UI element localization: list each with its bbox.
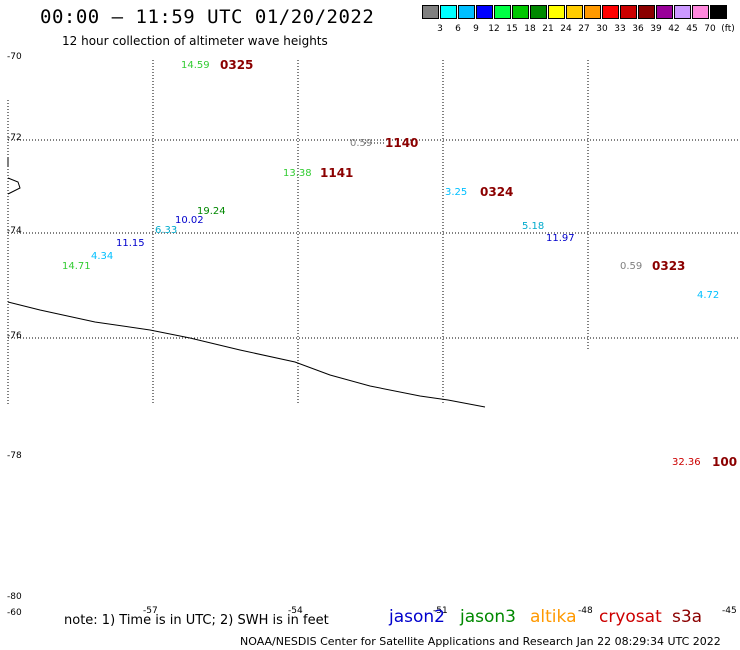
legend-label: 27 xyxy=(578,24,590,34)
legend-label: 15 xyxy=(506,24,518,34)
lon-label: -48 xyxy=(578,606,593,616)
satellite-jason2: jason2 xyxy=(389,607,445,627)
page-subtitle: 12 hour collection of altimeter wave hei… xyxy=(62,34,328,48)
pass-time-label: 1140 xyxy=(385,136,419,150)
legend-label: 21 xyxy=(542,24,554,34)
legend-swatch xyxy=(638,5,655,19)
legend-unit: (ft) xyxy=(721,24,735,34)
wave-height-label: 3.25 xyxy=(445,187,468,198)
lat-label: -78 xyxy=(7,451,22,461)
satellite-altika: altika xyxy=(530,607,577,627)
pass-time-label: 0323 xyxy=(652,259,686,273)
lon-label: -57 xyxy=(143,606,158,616)
legend-swatch xyxy=(710,5,727,19)
wave-height-label: 0.59 xyxy=(350,138,373,149)
pass-time-label: 0324 xyxy=(480,185,514,199)
wave-height-label: 5.18 xyxy=(522,221,545,232)
wave-height-label: 10.02 xyxy=(175,215,204,226)
island-outline xyxy=(7,177,21,195)
legend-label: 70 xyxy=(704,24,716,34)
lat-label: -80 xyxy=(7,592,22,602)
legend-swatch xyxy=(530,5,547,19)
footer-credit: NOAA/NESDIS Center for Satellite Applica… xyxy=(240,635,721,648)
satellite-cryosat: cryosat xyxy=(599,607,662,627)
wave-height-label: 11.15 xyxy=(116,238,145,249)
graticule xyxy=(7,60,740,405)
wave-height-label: 14.71 xyxy=(62,261,91,272)
legend-swatch xyxy=(494,5,511,19)
legend-label: 12 xyxy=(488,24,500,34)
legend-label: 18 xyxy=(524,24,536,34)
lat-label: -60 xyxy=(7,608,22,618)
legend-label: 42 xyxy=(668,24,680,34)
wave-height-label: 4.34 xyxy=(91,251,114,262)
legend-swatch xyxy=(620,5,637,19)
legend-label: 33 xyxy=(614,24,626,34)
satellite-jason3: jason3 xyxy=(460,607,516,627)
legend-swatch xyxy=(584,5,601,19)
legend-label: 45 xyxy=(686,24,698,34)
legend-swatch xyxy=(440,5,457,19)
legend-label: 9 xyxy=(473,24,479,34)
legend-swatch xyxy=(566,5,583,19)
legend-swatch xyxy=(512,5,529,19)
satellite-s3a: s3a xyxy=(672,607,703,627)
legend-label: 30 xyxy=(596,24,608,34)
lat-label: -70 xyxy=(7,52,22,62)
wave-height-label: 6.33 xyxy=(155,225,178,236)
legend-label: 36 xyxy=(632,24,644,34)
pass-time-label: 1141 xyxy=(320,166,354,180)
pass-time-label: 0325 xyxy=(220,58,254,72)
wave-height-label: 14.59 xyxy=(181,60,210,71)
note-text: note: 1) Time is in UTC; 2) SWH is in fe… xyxy=(64,613,329,628)
lon-label: -51 xyxy=(433,606,448,616)
wave-height-label: 4.72 xyxy=(697,290,720,301)
wave-height-label: 0.59 xyxy=(620,261,643,272)
wave-height-label: 13.38 xyxy=(283,168,312,179)
legend-label: 6 xyxy=(455,24,461,34)
legend-swatch xyxy=(422,5,439,19)
legend-label: 39 xyxy=(650,24,662,34)
legend-swatch xyxy=(674,5,691,19)
legend-label: 3 xyxy=(437,24,443,34)
lat-label: -72 xyxy=(7,133,22,143)
legend-swatch xyxy=(602,5,619,19)
lat-label: -76 xyxy=(7,331,22,341)
legend-swatch xyxy=(692,5,709,19)
legend-swatch xyxy=(458,5,475,19)
pass-time-label: 100 xyxy=(712,455,738,469)
lat-label: -74 xyxy=(7,226,22,236)
legend-swatch xyxy=(656,5,673,19)
legend-swatch xyxy=(548,5,565,19)
wave-height-label: 11.97 xyxy=(546,233,575,244)
wave-height-label: 32.36 xyxy=(672,457,701,468)
coastline xyxy=(7,301,486,408)
page-title: 00:00 – 11:59 UTC 01/20/2022 xyxy=(40,6,375,28)
lon-label: -45 xyxy=(722,606,737,616)
legend-label: 24 xyxy=(560,24,572,34)
lon-label: -54 xyxy=(288,606,303,616)
wave-height-label: 19.24 xyxy=(197,206,226,217)
legend-swatch xyxy=(476,5,493,19)
